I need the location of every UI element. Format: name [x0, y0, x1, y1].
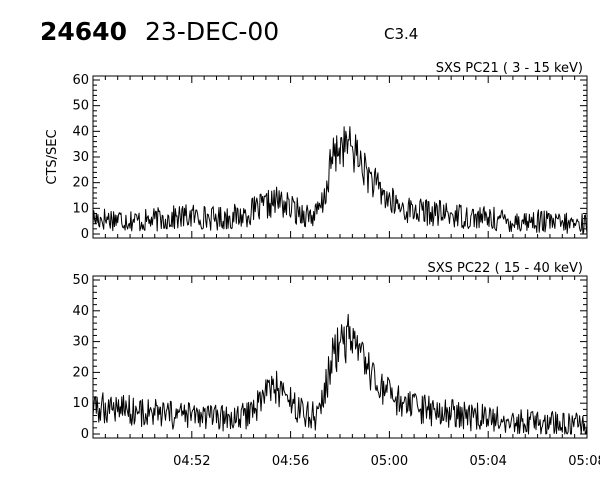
panel-title: SXS PC21 ( 3 - 15 keV)	[436, 61, 583, 76]
y-tick-label: 20	[72, 365, 89, 380]
flare-class: C3.4	[384, 25, 418, 43]
y-tick-label: 0	[81, 427, 89, 442]
y-tick-label: 30	[72, 150, 89, 165]
plot-panel-2: SXS PC22 ( 15 - 40 keV) 0 10 20 30 40 50 04:52 0…	[72, 261, 600, 469]
y-tick-label: 30	[72, 335, 89, 350]
y-axis-label: CTS/SEC	[45, 129, 60, 184]
count-rate-series	[92, 313, 588, 435]
x-tick-label: 05:00	[371, 454, 408, 469]
x-tick-label: 04:52	[173, 454, 210, 469]
x-tick-label: 04:56	[272, 454, 309, 469]
event-id: 24640	[40, 17, 127, 46]
y-tick-label: 10	[72, 201, 89, 216]
y-tick-label: 40	[72, 304, 89, 319]
x-tick-label: 05:08	[568, 454, 600, 469]
event-date: 23-DEC-00	[145, 17, 279, 46]
count-rate-series	[92, 126, 588, 235]
panel-title: SXS PC22 ( 15 - 40 keV)	[427, 261, 583, 276]
plots-layer: SXS PC21 ( 3 - 15 keV) CTS/SEC 0 10 20 30 40 50…	[45, 61, 600, 469]
y-tick-label: 0	[81, 227, 89, 242]
plot-panel-1: SXS PC21 ( 3 - 15 keV) CTS/SEC 0 10 20 30 40 50…	[45, 61, 588, 242]
y-tick-label: 40	[72, 124, 89, 139]
x-tick-label: 05:04	[469, 454, 506, 469]
y-tick-label: 10	[72, 396, 89, 411]
y-tick-label: 50	[72, 273, 89, 288]
y-tick-label: 20	[72, 176, 89, 191]
y-tick-label: 50	[72, 99, 89, 114]
y-tick-label: 60	[72, 73, 89, 88]
